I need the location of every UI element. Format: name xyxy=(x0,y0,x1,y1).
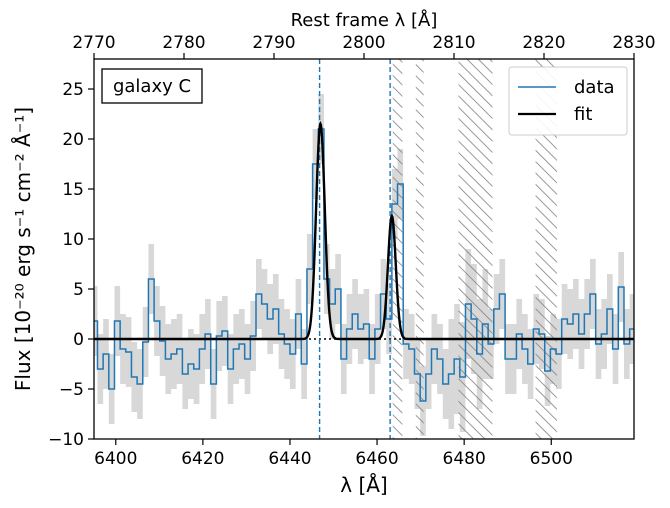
masked-region-0 xyxy=(392,59,403,439)
legend-label-data: data xyxy=(574,77,615,98)
x-tick-label-2: 6440 xyxy=(268,449,311,469)
uncertainty-band xyxy=(94,94,634,436)
top-x-tick-label-2: 2790 xyxy=(252,33,295,53)
top-x-tick-label-6: 2830 xyxy=(612,33,655,53)
legend: data fit xyxy=(508,66,628,136)
annotation-text: galaxy C xyxy=(113,76,191,97)
y-tick-label-1: −5 xyxy=(59,380,84,400)
fit-series-line xyxy=(94,120,634,341)
top-x-tick-label-5: 2820 xyxy=(522,33,565,53)
y-tick-label-2: 0 xyxy=(73,330,84,350)
x-tick-label-3: 6460 xyxy=(355,449,398,469)
top-x-tick-label-4: 2810 xyxy=(432,33,475,53)
x-tick-label-0: 6400 xyxy=(94,449,137,469)
top-x-tick-label-0: 2770 xyxy=(72,33,115,53)
y-tick-label-4: 10 xyxy=(62,230,84,250)
y-tick-label-5: 15 xyxy=(62,180,84,200)
y-tick-label-0: −10 xyxy=(48,430,84,450)
top-x-tick-label-1: 2780 xyxy=(162,33,205,53)
x-axis-label: λ [Å] xyxy=(340,473,387,497)
plot-area xyxy=(94,59,634,439)
y-tick-label-6: 20 xyxy=(62,130,84,150)
y-axis-label: Flux [10⁻²⁰ erg s⁻¹ cm⁻² Å⁻¹] xyxy=(11,107,35,391)
top-x-axis-label: Rest frame λ [Å] xyxy=(291,9,438,31)
masked-region-2 xyxy=(458,59,493,439)
ticks: 6400 6420 6440 6460 6480 6500 2770 2780 2790 2800… xyxy=(48,33,656,469)
data-series-line xyxy=(94,128,634,402)
x-tick-label-5: 6500 xyxy=(530,449,573,469)
top-x-tick-label-3: 2800 xyxy=(342,33,385,53)
masked-region-3 xyxy=(535,59,557,439)
y-tick-label-7: 25 xyxy=(62,80,84,100)
y-tick-label-3: 5 xyxy=(73,280,84,300)
legend-label-fit: fit xyxy=(574,104,592,125)
masked-region-1 xyxy=(415,59,424,439)
x-tick-label-1: 6420 xyxy=(181,449,224,469)
annotation-box: galaxy C xyxy=(101,68,203,104)
x-tick-label-4: 6480 xyxy=(443,449,486,469)
